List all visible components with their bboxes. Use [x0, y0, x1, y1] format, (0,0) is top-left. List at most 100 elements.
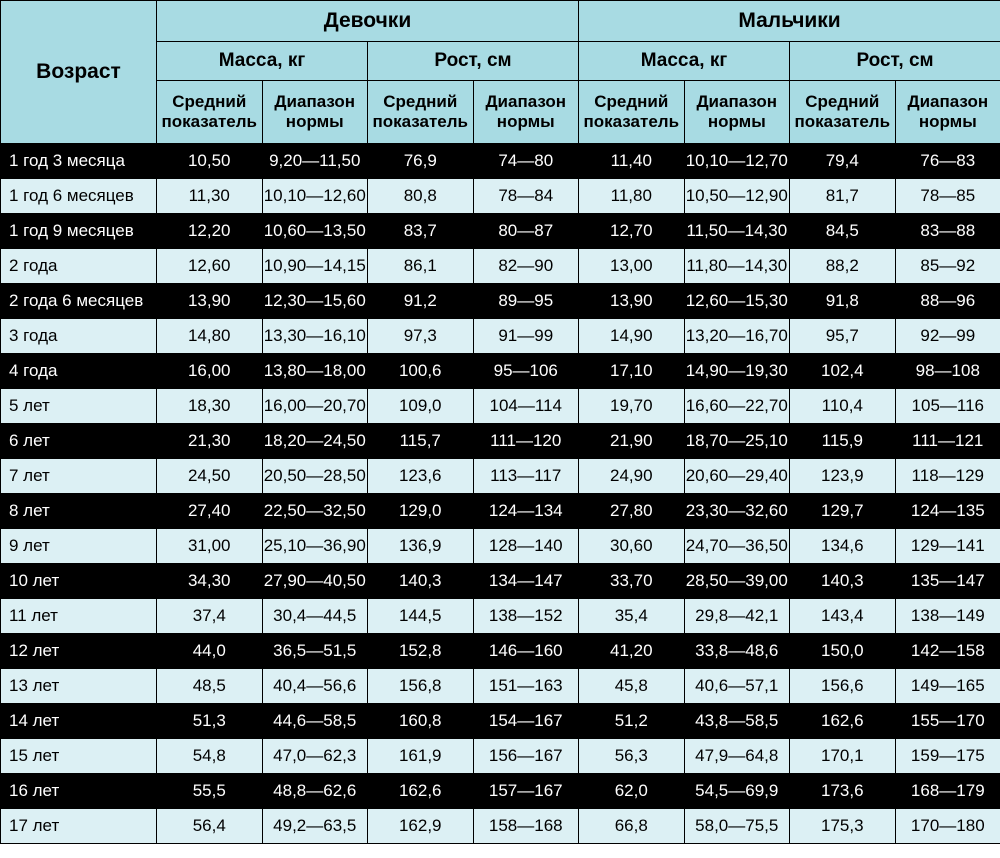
cell-b_m_rng: 18,70—25,10	[684, 424, 790, 459]
cell-age: 9 лет	[1, 529, 157, 564]
cell-g_m_rng: 30,4—44,5	[262, 599, 368, 634]
cell-b_h_avg: 129,7	[790, 494, 896, 529]
cell-g_h_avg: 100,6	[368, 354, 474, 389]
cell-g_m_avg: 24,50	[157, 459, 263, 494]
cell-g_m_rng: 10,90—14,15	[262, 249, 368, 284]
cell-b_m_rng: 43,8—58,5	[684, 704, 790, 739]
cell-g_h_rng: 82—90	[473, 249, 579, 284]
table-row: 2 года12,6010,90—14,1586,182—9013,0011,8…	[1, 249, 1000, 284]
cell-b_m_avg: 45,8	[579, 669, 685, 704]
cell-g_m_rng: 49,2—63,5	[262, 809, 368, 844]
col-boys-mass: Масса, кг	[579, 42, 790, 81]
cell-b_m_rng: 29,8—42,1	[684, 599, 790, 634]
cell-b_m_avg: 11,80	[579, 179, 685, 214]
cell-b_h_rng: 170—180	[895, 809, 1000, 844]
cell-g_m_rng: 22,50—32,50	[262, 494, 368, 529]
table-row: 11 лет37,430,4—44,5144,5138—15235,429,8—…	[1, 599, 1000, 634]
cell-g_m_avg: 18,30	[157, 389, 263, 424]
cell-b_h_avg: 88,2	[790, 249, 896, 284]
cell-g_h_avg: 136,9	[368, 529, 474, 564]
cell-g_h_avg: 91,2	[368, 284, 474, 319]
cell-b_m_avg: 21,90	[579, 424, 685, 459]
cell-b_h_avg: 79,4	[790, 144, 896, 179]
cell-g_m_rng: 27,90—40,50	[262, 564, 368, 599]
cell-g_m_avg: 55,5	[157, 774, 263, 809]
table-row: 13 лет48,540,4—56,6156,8151—16345,840,6—…	[1, 669, 1000, 704]
cell-g_h_rng: 138—152	[473, 599, 579, 634]
cell-b_m_avg: 51,2	[579, 704, 685, 739]
cell-age: 13 лет	[1, 669, 157, 704]
table-row: 5 лет18,3016,00—20,70109,0104—11419,7016…	[1, 389, 1000, 424]
cell-g_h_rng: 158—168	[473, 809, 579, 844]
cell-b_m_avg: 11,40	[579, 144, 685, 179]
col-g-m-avg: Средний показатель	[157, 81, 263, 144]
cell-b_h_avg: 150,0	[790, 634, 896, 669]
cell-b_h_rng: 129—141	[895, 529, 1000, 564]
cell-b_m_avg: 24,90	[579, 459, 685, 494]
cell-age: 6 лет	[1, 424, 157, 459]
cell-g_m_avg: 21,30	[157, 424, 263, 459]
cell-g_m_avg: 14,80	[157, 319, 263, 354]
cell-b_m_rng: 10,10—12,70	[684, 144, 790, 179]
col-b-h-rng: Диапазон нормы	[895, 81, 1000, 144]
table-row: 2 года 6 месяцев13,9012,30—15,6091,289—9…	[1, 284, 1000, 319]
cell-g_h_avg: 162,9	[368, 809, 474, 844]
cell-b_h_avg: 173,6	[790, 774, 896, 809]
cell-b_m_avg: 17,10	[579, 354, 685, 389]
cell-b_m_avg: 19,70	[579, 389, 685, 424]
cell-g_h_avg: 161,9	[368, 739, 474, 774]
cell-age: 2 года 6 месяцев	[1, 284, 157, 319]
table-row: 17 лет56,449,2—63,5162,9158—16866,858,0—…	[1, 809, 1000, 844]
cell-b_h_avg: 102,4	[790, 354, 896, 389]
cell-age: 14 лет	[1, 704, 157, 739]
cell-g_m_rng: 10,60—13,50	[262, 214, 368, 249]
table-row: 12 лет44,036,5—51,5152,8146—16041,2033,8…	[1, 634, 1000, 669]
table-row: 1 год 9 месяцев12,2010,60—13,5083,780—87…	[1, 214, 1000, 249]
col-girls-height: Рост, см	[368, 42, 579, 81]
cell-age: 2 года	[1, 249, 157, 284]
cell-b_h_avg: 170,1	[790, 739, 896, 774]
cell-g_h_rng: 113—117	[473, 459, 579, 494]
cell-g_h_rng: 91—99	[473, 319, 579, 354]
cell-g_h_avg: 76,9	[368, 144, 474, 179]
cell-g_m_rng: 16,00—20,70	[262, 389, 368, 424]
cell-g_m_rng: 20,50—28,50	[262, 459, 368, 494]
cell-g_h_rng: 154—167	[473, 704, 579, 739]
cell-b_m_rng: 16,60—22,70	[684, 389, 790, 424]
cell-g_m_avg: 31,00	[157, 529, 263, 564]
cell-g_h_avg: 144,5	[368, 599, 474, 634]
col-b-m-rng: Диапазон нормы	[684, 81, 790, 144]
cell-age: 4 года	[1, 354, 157, 389]
cell-b_h_avg: 140,3	[790, 564, 896, 599]
cell-g_m_avg: 27,40	[157, 494, 263, 529]
cell-g_m_rng: 44,6—58,5	[262, 704, 368, 739]
cell-g_h_avg: 129,0	[368, 494, 474, 529]
col-girls: Девочки	[157, 1, 579, 42]
cell-g_h_avg: 156,8	[368, 669, 474, 704]
cell-b_m_avg: 56,3	[579, 739, 685, 774]
cell-b_m_avg: 66,8	[579, 809, 685, 844]
cell-age: 16 лет	[1, 774, 157, 809]
cell-g_m_avg: 44,0	[157, 634, 263, 669]
table-row: 1 год 3 месяца10,509,20—11,5076,974—8011…	[1, 144, 1000, 179]
cell-g_h_rng: 146—160	[473, 634, 579, 669]
cell-age: 1 год 9 месяцев	[1, 214, 157, 249]
cell-b_h_rng: 168—179	[895, 774, 1000, 809]
cell-g_h_rng: 80—87	[473, 214, 579, 249]
cell-g_h_rng: 111—120	[473, 424, 579, 459]
cell-b_m_rng: 58,0—75,5	[684, 809, 790, 844]
cell-b_m_rng: 10,50—12,90	[684, 179, 790, 214]
cell-g_h_rng: 89—95	[473, 284, 579, 319]
cell-b_h_rng: 138—149	[895, 599, 1000, 634]
cell-age: 1 год 3 месяца	[1, 144, 157, 179]
cell-b_h_rng: 111—121	[895, 424, 1000, 459]
cell-b_m_rng: 47,9—64,8	[684, 739, 790, 774]
table-header: Возраст Девочки Мальчики Масса, кг Рост,…	[1, 1, 1000, 144]
col-boys: Мальчики	[579, 1, 1000, 42]
col-b-m-avg: Средний показатель	[579, 81, 685, 144]
cell-age: 17 лет	[1, 809, 157, 844]
cell-g_h_avg: 80,8	[368, 179, 474, 214]
table-row: 1 год 6 месяцев11,3010,10—12,6080,878—84…	[1, 179, 1000, 214]
cell-b_h_rng: 76—83	[895, 144, 1000, 179]
cell-b_m_avg: 13,90	[579, 284, 685, 319]
